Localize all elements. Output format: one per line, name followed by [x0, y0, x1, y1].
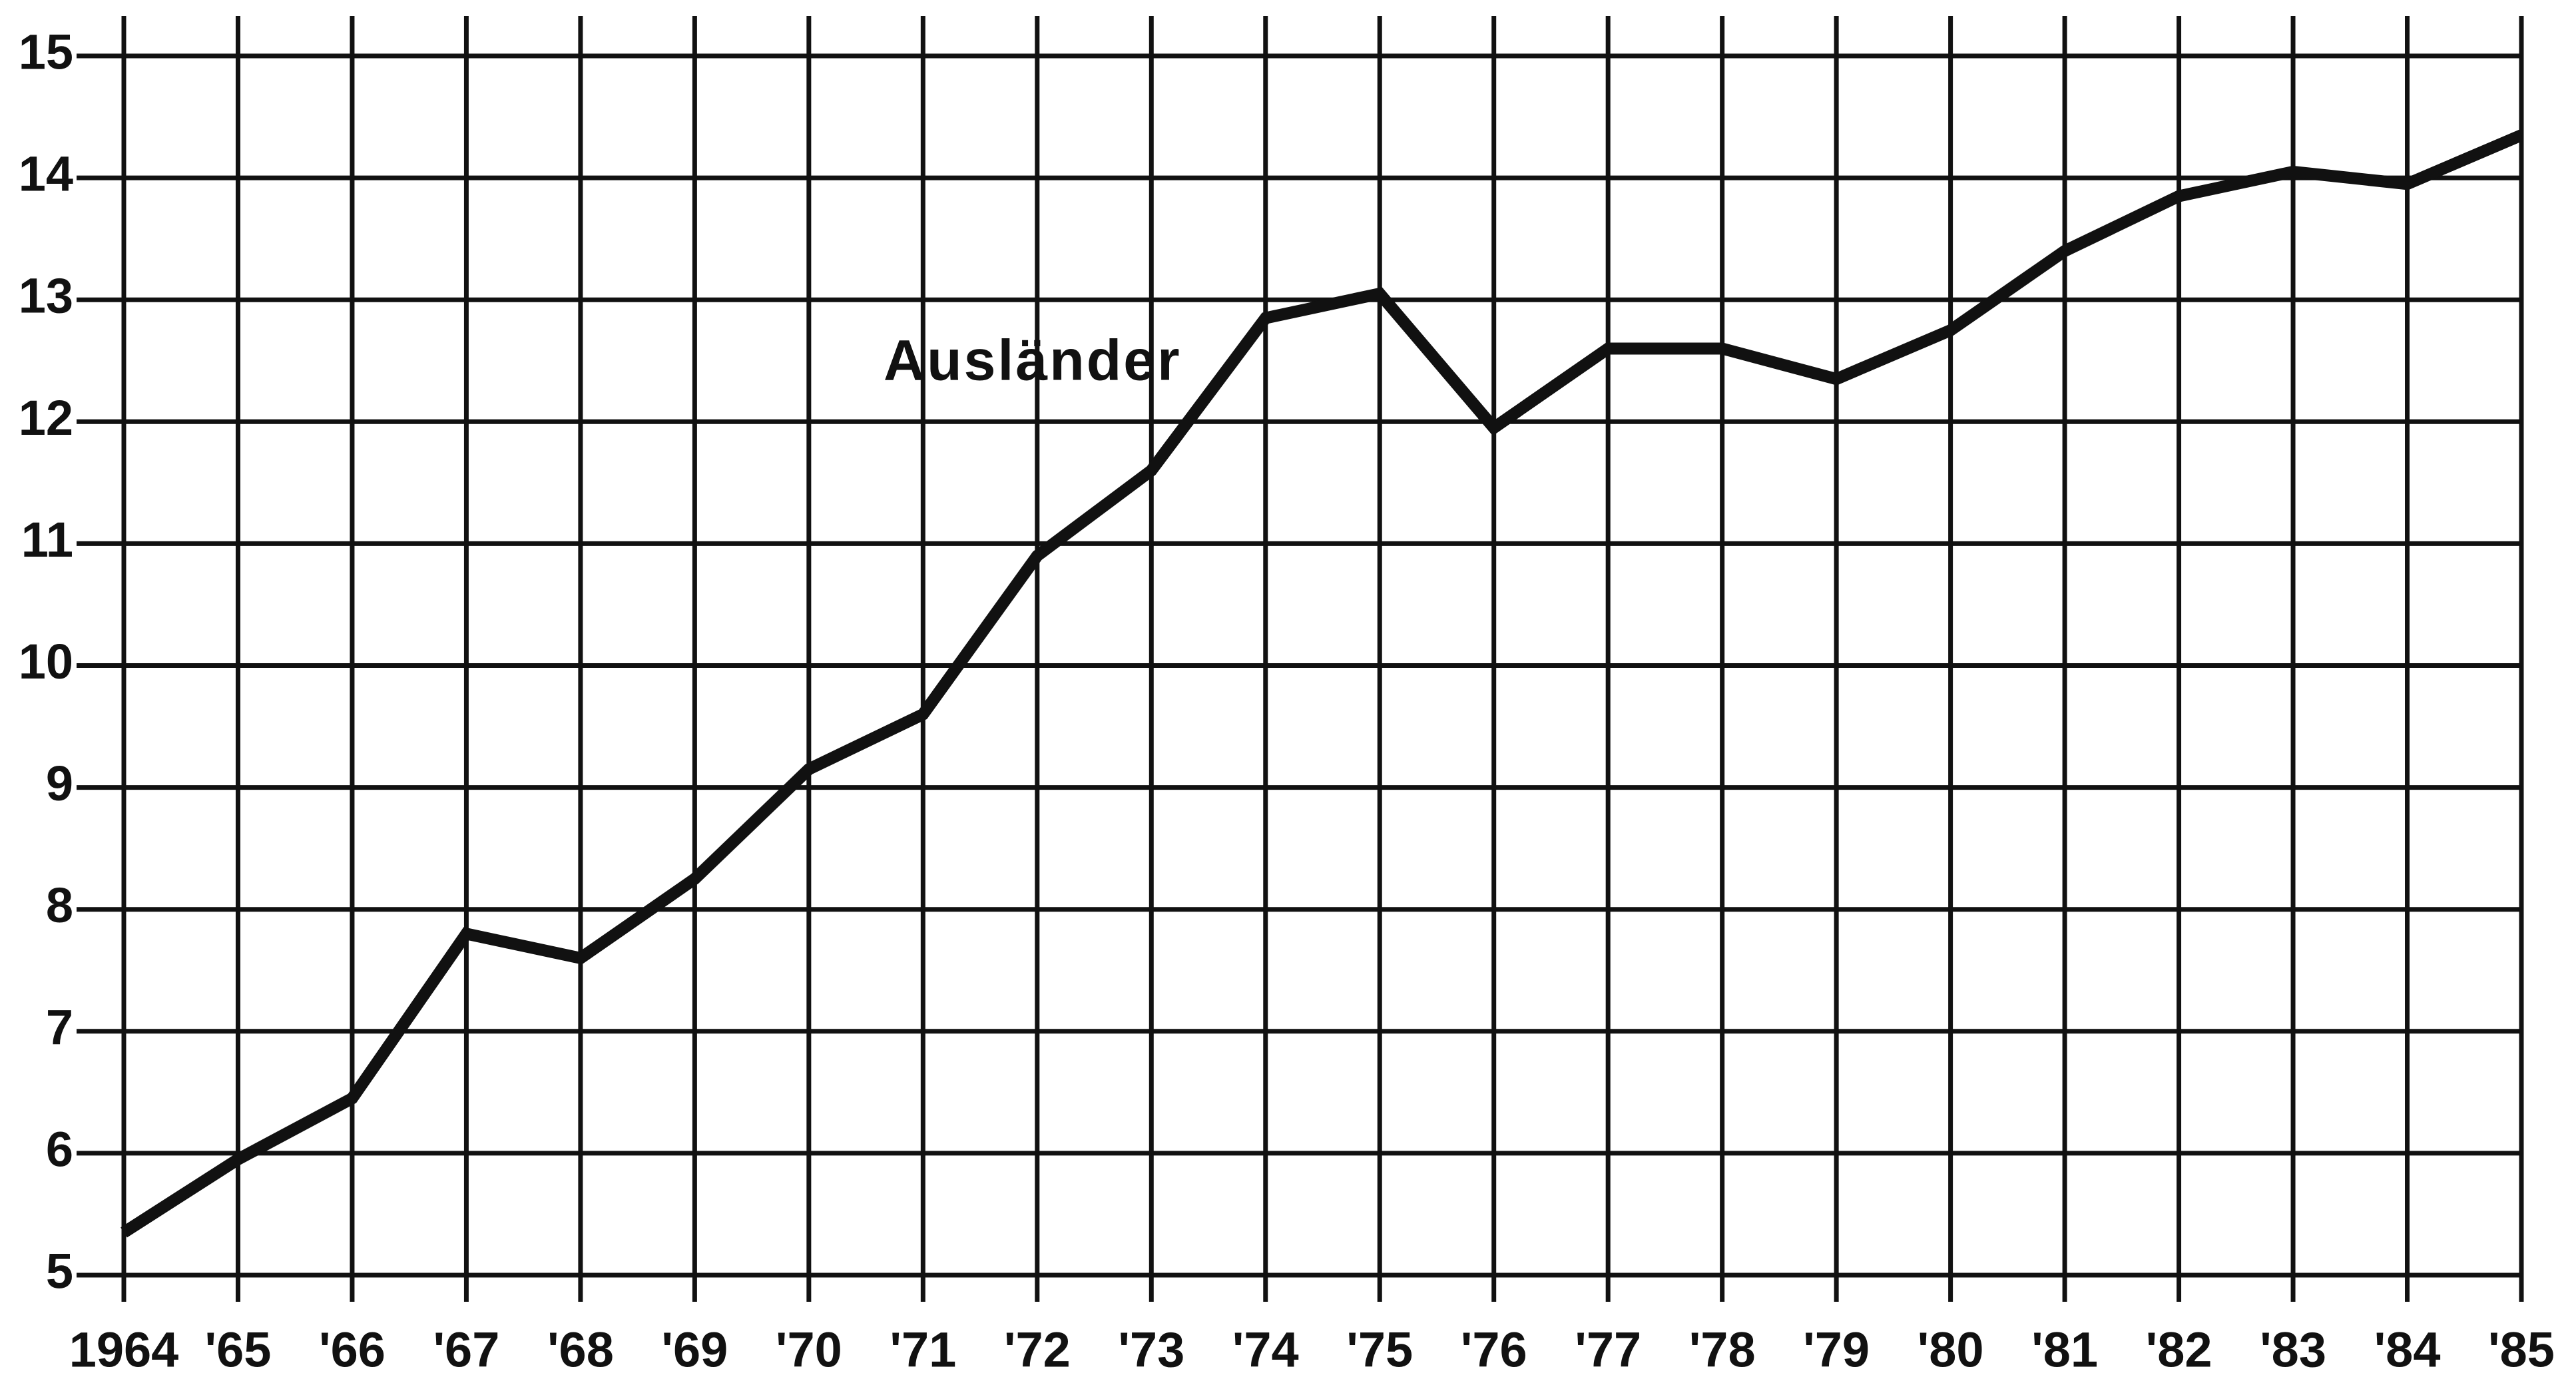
y-tick-label: 11	[21, 512, 73, 567]
x-tick-label: '80	[1918, 1322, 1984, 1378]
x-tick-label: '70	[776, 1322, 842, 1378]
x-tick-label: '67	[433, 1322, 499, 1378]
x-tick-label: '73	[1118, 1322, 1184, 1378]
x-tick-label: '72	[1004, 1322, 1071, 1378]
y-tick-label: 12	[19, 390, 73, 445]
x-tick-label: '68	[547, 1322, 614, 1378]
x-tick-label: '65	[205, 1322, 272, 1378]
x-tick-label: '76	[1461, 1322, 1527, 1378]
y-tick-label: 7	[46, 999, 73, 1055]
series-label: Ausländer	[884, 329, 1182, 393]
x-tick-label: '74	[1232, 1322, 1299, 1378]
y-tick-label: 15	[19, 25, 73, 80]
x-tick-label: '81	[2031, 1322, 2098, 1378]
y-tick-label: 13	[19, 268, 73, 324]
y-tick-label: 5	[46, 1244, 73, 1299]
x-tick-label: '75	[1346, 1322, 1413, 1378]
y-tick-label: 8	[46, 878, 73, 933]
x-tick-label: '78	[1689, 1322, 1756, 1378]
x-tick-label: '77	[1575, 1322, 1641, 1378]
y-tick-label: 14	[19, 146, 73, 202]
x-tick-label: '85	[2488, 1322, 2555, 1378]
x-tick-label: 1964	[69, 1322, 179, 1378]
x-tick-label: '79	[1803, 1322, 1870, 1378]
data-line	[121, 129, 2524, 1238]
x-tick-label: '83	[2260, 1322, 2326, 1378]
y-tick-label: 9	[46, 756, 73, 811]
y-tick-label: 6	[46, 1121, 73, 1177]
x-tick-label: '84	[2374, 1322, 2441, 1378]
x-tick-label: '82	[2146, 1322, 2212, 1378]
x-tick-label: '66	[319, 1322, 386, 1378]
y-tick-label: 10	[19, 634, 73, 689]
x-tick-label: '71	[890, 1322, 956, 1378]
x-tick-label: '69	[661, 1322, 728, 1378]
